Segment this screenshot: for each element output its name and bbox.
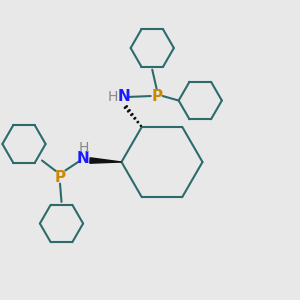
Text: N: N <box>117 89 130 104</box>
Polygon shape <box>90 158 122 163</box>
Text: N: N <box>77 151 90 166</box>
Text: P: P <box>151 88 162 104</box>
Text: H: H <box>78 141 88 155</box>
Text: P: P <box>54 169 66 184</box>
Text: H: H <box>107 90 118 104</box>
